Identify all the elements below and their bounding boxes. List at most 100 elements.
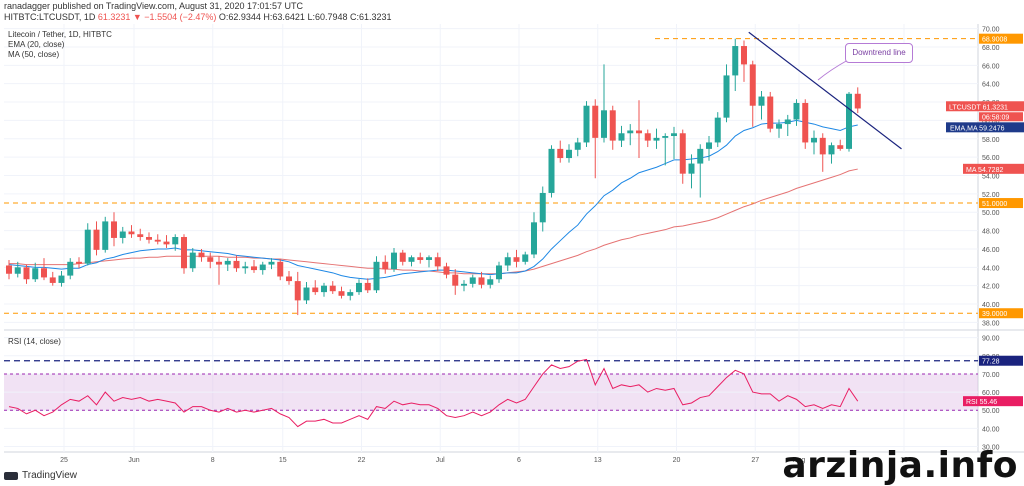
price-tick-label: 64.00 — [982, 82, 1000, 89]
candle-body — [828, 145, 835, 155]
level-tag-label: 68.9008 — [982, 37, 1007, 44]
level-tag — [979, 33, 1023, 44]
time-tick-label: 15 — [279, 457, 287, 464]
candle-body — [688, 163, 695, 174]
candle-body — [592, 105, 599, 138]
ohlc-values: O:62.9344 H:63.6421 L:60.7948 C:61.3231 — [218, 12, 392, 22]
price-tick-label: 70.00 — [982, 27, 1000, 34]
candle-body — [767, 96, 774, 129]
time-tick-label: 6 — [517, 457, 521, 464]
candle-body — [338, 291, 345, 296]
ma50-line — [9, 168, 858, 275]
time-tick-label: 27 — [751, 457, 759, 464]
candle-body — [504, 257, 511, 266]
candle-body — [846, 93, 852, 149]
time-tick-label: Jul — [436, 457, 445, 464]
candle-body — [793, 102, 800, 120]
candle-body — [321, 285, 327, 293]
candle-body — [811, 137, 817, 143]
candle-body — [539, 192, 546, 223]
candle-body — [242, 266, 249, 269]
candle-body — [837, 145, 844, 149]
time-tick-label: 13 — [594, 457, 602, 464]
tradingview-logo-text: TradingView — [22, 470, 78, 481]
level-tag-label: 39.0000 — [982, 311, 1007, 318]
rsi-level-tag — [979, 355, 1023, 366]
candle-body — [391, 252, 397, 270]
candle-body — [294, 281, 301, 301]
legend-ema: EMA (20, close) — [8, 40, 65, 49]
candle-body — [41, 268, 47, 278]
candle-body — [854, 93, 861, 109]
candle-body — [671, 133, 677, 137]
ema20-line — [8, 119, 858, 280]
candle-body — [356, 282, 362, 293]
candle-body — [84, 229, 91, 264]
candle-body — [802, 102, 809, 143]
candle-body — [469, 277, 476, 284]
legend-rsi: RSI (14, close) — [8, 337, 61, 346]
candle-body — [408, 257, 415, 262]
candle-body — [574, 142, 581, 150]
candle-body — [93, 229, 100, 250]
price-tick-label: 48.00 — [982, 229, 1000, 236]
price-tick-label: 46.00 — [982, 247, 1000, 254]
candle-body — [14, 267, 21, 274]
candle-body — [443, 266, 450, 275]
candle-body — [478, 277, 485, 285]
ema-price-tag — [946, 122, 1024, 133]
chart-header: ranadagger published on TradingView.com,… — [0, 0, 1024, 24]
countdown-tag — [979, 112, 1023, 122]
candle-body — [329, 285, 336, 292]
candle-body — [417, 257, 424, 260]
candle-body — [198, 252, 205, 258]
candle-body — [697, 148, 704, 164]
time-tick-label: 25 — [60, 457, 68, 464]
candle-body — [749, 64, 756, 106]
symbol-ohlc-line: HITBTC:LTCUSDT, 1D 61.3231 ▼ −1.5504 (−2… — [4, 12, 392, 23]
rsi-tick-label: 40.00 — [982, 426, 1000, 433]
rsi-tick-label: 60.00 — [982, 390, 1000, 397]
level-tag-label: 51.0000 — [982, 201, 1007, 208]
callout-pointer — [817, 59, 849, 81]
candle-body — [653, 137, 660, 141]
last-price-label: LTCUSDT 61.3231 — [949, 104, 1008, 111]
candle-body — [268, 261, 275, 265]
rsi-value-label: RSI 55.46 — [966, 399, 997, 406]
price-tick-label: 58.00 — [982, 137, 1000, 144]
candle-body — [286, 276, 292, 282]
candle-body — [732, 46, 739, 76]
candle-body — [636, 130, 642, 134]
candle-body — [496, 265, 502, 280]
candle-body — [111, 221, 117, 238]
level-tag — [979, 308, 1023, 319]
candle-body — [207, 257, 214, 262]
candle-body — [277, 261, 284, 277]
price-tick-label: 40.00 — [982, 302, 1000, 309]
candle-body — [399, 252, 406, 262]
candle-body — [251, 266, 257, 271]
candle-body — [758, 96, 765, 106]
time-tick-label: Aug — [793, 457, 806, 464]
time-tick-label: 22 — [358, 457, 366, 464]
candle-body — [776, 124, 782, 129]
tradingview-logo: TradingView — [4, 470, 77, 481]
candle-body — [714, 117, 721, 143]
tradingview-icon — [4, 471, 18, 480]
trendline-callout: Downtrend line — [845, 43, 913, 63]
candle-body — [548, 148, 555, 193]
candle-body — [618, 133, 625, 141]
ma-price-label: MA 54.7282 — [966, 167, 1003, 174]
rsi-tick-label: 90.00 — [982, 336, 1000, 343]
candle-body — [382, 261, 389, 270]
candle-body — [741, 46, 747, 65]
candle-body — [6, 265, 12, 274]
candle-body — [566, 149, 572, 159]
candle-body — [102, 221, 109, 250]
price-tick-label: 42.00 — [982, 284, 1000, 291]
candle-body — [583, 105, 590, 143]
candle-body — [137, 234, 144, 238]
ma-price-tag — [963, 163, 1024, 174]
candle-body — [181, 237, 187, 269]
